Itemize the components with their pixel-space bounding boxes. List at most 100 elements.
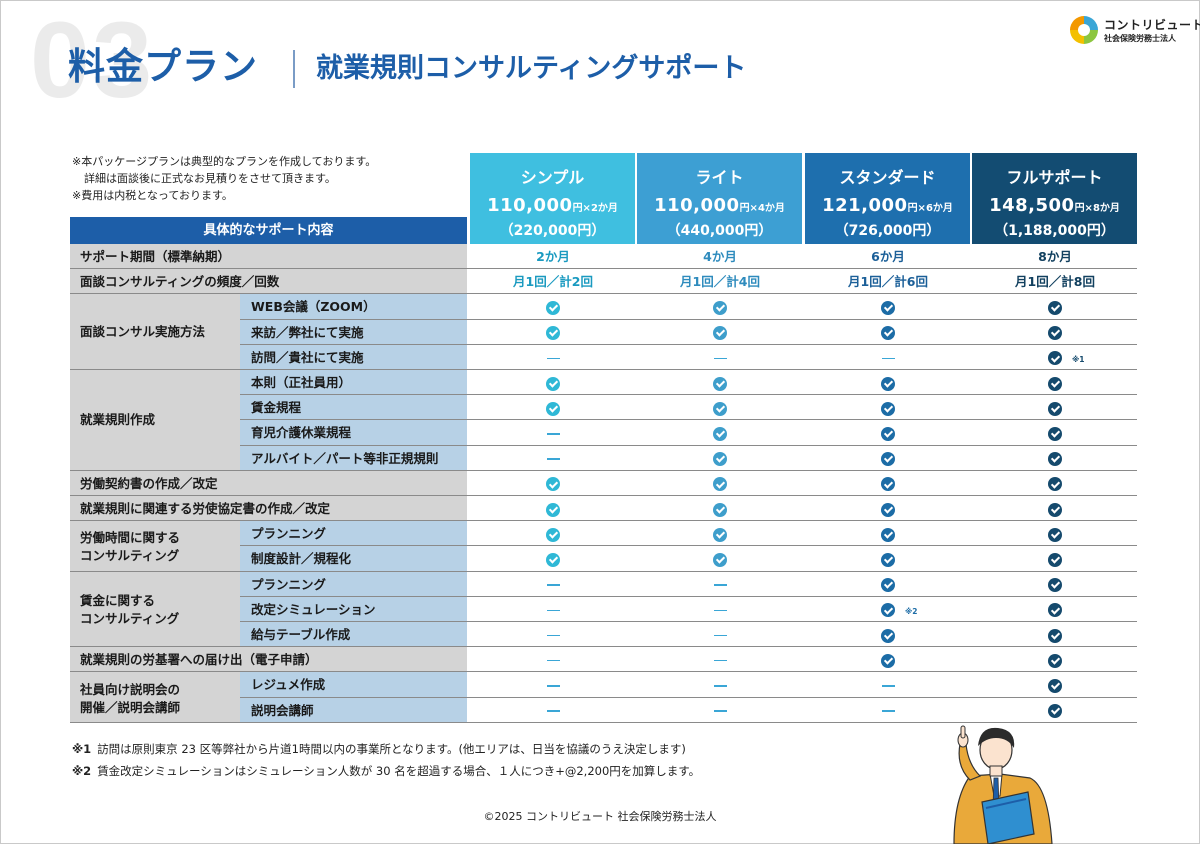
- check-icon: [881, 653, 895, 668]
- logo-name: コントリビュート: [1104, 18, 1200, 32]
- sub-label-cell: [240, 344, 467, 369]
- cell-value: 2か月: [536, 249, 570, 264]
- cell-plan-3: [805, 698, 971, 722]
- check-icon: [546, 326, 560, 341]
- check-icon: [713, 300, 727, 315]
- cell-value: 月1回／計8回: [1015, 274, 1095, 290]
- dash-icon: [546, 584, 560, 586]
- sub-label: 賃金規程: [251, 400, 302, 416]
- dash-icon: [546, 357, 560, 360]
- sub-label: レジュメ作成: [251, 677, 326, 693]
- plan-header-1: シンプル 110,000円×2か月 （220,000円）: [470, 153, 635, 244]
- cell-plan-2: [637, 622, 803, 646]
- cell-plan-3: [805, 420, 971, 444]
- sub-label-cell: [240, 546, 467, 571]
- sub-label-cell: [240, 571, 467, 596]
- check-icon: [713, 552, 727, 567]
- cell-plan-3: [805, 496, 971, 520]
- check-icon: [546, 552, 560, 567]
- footnote-ref: ※1: [1072, 355, 1085, 365]
- cell-plan-3: ※2: [805, 597, 971, 621]
- cell-plan-2: [637, 647, 803, 671]
- group-label-line: コンサルティング: [80, 611, 180, 627]
- sub-label-cell: [240, 697, 467, 722]
- group-wage-label: 賃金に関する コンサルティング: [70, 571, 240, 648]
- section-number: 03: [30, 0, 155, 120]
- cell-plan-3: [805, 521, 971, 545]
- check-icon: [881, 527, 895, 542]
- logo-mark-icon: [1069, 15, 1099, 45]
- cell-plan-2: [637, 446, 803, 470]
- group-rules-item: 本則（正社員用）: [240, 370, 1138, 396]
- cell-plan-3: [805, 294, 971, 318]
- cell-plan-2: [637, 370, 803, 394]
- plan-total: （1,188,000円）: [994, 223, 1115, 239]
- row-label-cell: [70, 496, 467, 521]
- cell-plan-2: [637, 572, 803, 596]
- check-icon: [546, 527, 560, 542]
- cell-plan-3: [805, 572, 971, 596]
- group-method-item: 訪問／貴社にて実施 ※1: [240, 344, 1138, 370]
- row-support-period: サポート期間（標準納期） 2か月 4か月 6か月 8か月: [70, 244, 1137, 270]
- check-icon: [881, 477, 895, 492]
- dash-icon: [546, 710, 560, 712]
- group-worktime-item: 制度設計／規程化: [240, 546, 1137, 572]
- sub-label: 訪問／貴社にて実施: [251, 349, 364, 365]
- plan-price: 110,000円×2か月: [470, 195, 635, 216]
- top-note: ※費用は内税となっております。: [72, 189, 233, 202]
- group-method-label: 面談コンサル実施方法: [70, 294, 240, 370]
- group-rules-item: アルバイト／パート等非正規規則: [240, 445, 1137, 471]
- cell-plan-1: [470, 572, 636, 596]
- cell-value: 月1回／計4回: [680, 274, 760, 290]
- group-briefing-label: 社員向け説明会の 開催／説明会講師: [70, 672, 240, 723]
- cell-value: 6か月: [871, 249, 905, 264]
- plan-price: 110,000円×4か月: [637, 195, 802, 216]
- cell-plan-4: ※1: [972, 345, 1138, 369]
- sub-label-cell: [240, 294, 467, 319]
- check-icon: [1048, 376, 1062, 391]
- group-briefing-item: 説明会講師: [240, 697, 1137, 723]
- dash-icon: [713, 710, 727, 712]
- check-icon: [713, 477, 727, 492]
- cell-plan-4: [972, 395, 1138, 419]
- cell-plan-4: [972, 320, 1138, 344]
- check-icon: [881, 426, 895, 441]
- group-briefing-item: レジュメ作成: [240, 672, 1137, 698]
- cell-plan-1: [470, 672, 636, 696]
- sub-label: プランニング: [251, 576, 327, 592]
- check-icon: [1048, 452, 1062, 467]
- check-icon: [1048, 401, 1062, 416]
- cell-plan-2: [637, 420, 803, 444]
- cell-value: 4か月: [703, 249, 737, 264]
- cell-plan-4: [972, 471, 1138, 495]
- cell-plan-1: [470, 420, 636, 444]
- sub-label-cell: [240, 672, 467, 697]
- plan-price-unit: 円×2か月: [572, 203, 618, 214]
- check-icon: [1048, 603, 1062, 618]
- check-icon: [1048, 578, 1062, 593]
- group-method-item: WEB会議（ZOOM）: [240, 294, 1137, 320]
- cell-plan-2: [637, 521, 803, 545]
- cell-plan-3: [805, 395, 971, 419]
- check-icon: [1048, 300, 1062, 315]
- plan-price-unit: 円×8か月: [1074, 203, 1120, 214]
- cell-plan-1: [470, 446, 636, 470]
- dash-icon: [713, 685, 727, 687]
- cell-value: 月1回／計2回: [513, 274, 593, 290]
- cell-plan-4: [972, 370, 1138, 394]
- plan-price-unit: 円×6か月: [907, 203, 953, 214]
- plan-price-value: 148,500: [989, 195, 1075, 216]
- group-rules-item: 育児介護休業規程: [240, 420, 1137, 446]
- check-icon: [881, 376, 895, 391]
- group-rules-item: 賃金規程: [240, 395, 1138, 421]
- footnote-1: ※1 訪問は原則東京 23 区等弊社から片道1時間以内の事業所となります。(他エリ…: [72, 742, 686, 756]
- check-icon: [881, 628, 895, 643]
- check-icon: [713, 401, 727, 416]
- check-icon: [881, 502, 895, 517]
- cell-plan-1: [470, 496, 636, 520]
- row-filing: 就業規則の労基署への届け出（電子申請）: [70, 647, 1137, 673]
- check-icon: [1048, 653, 1062, 668]
- check-icon: [1048, 326, 1062, 341]
- cell-plan-1: [470, 471, 636, 495]
- sub-label: WEB会議（ZOOM）: [251, 299, 376, 315]
